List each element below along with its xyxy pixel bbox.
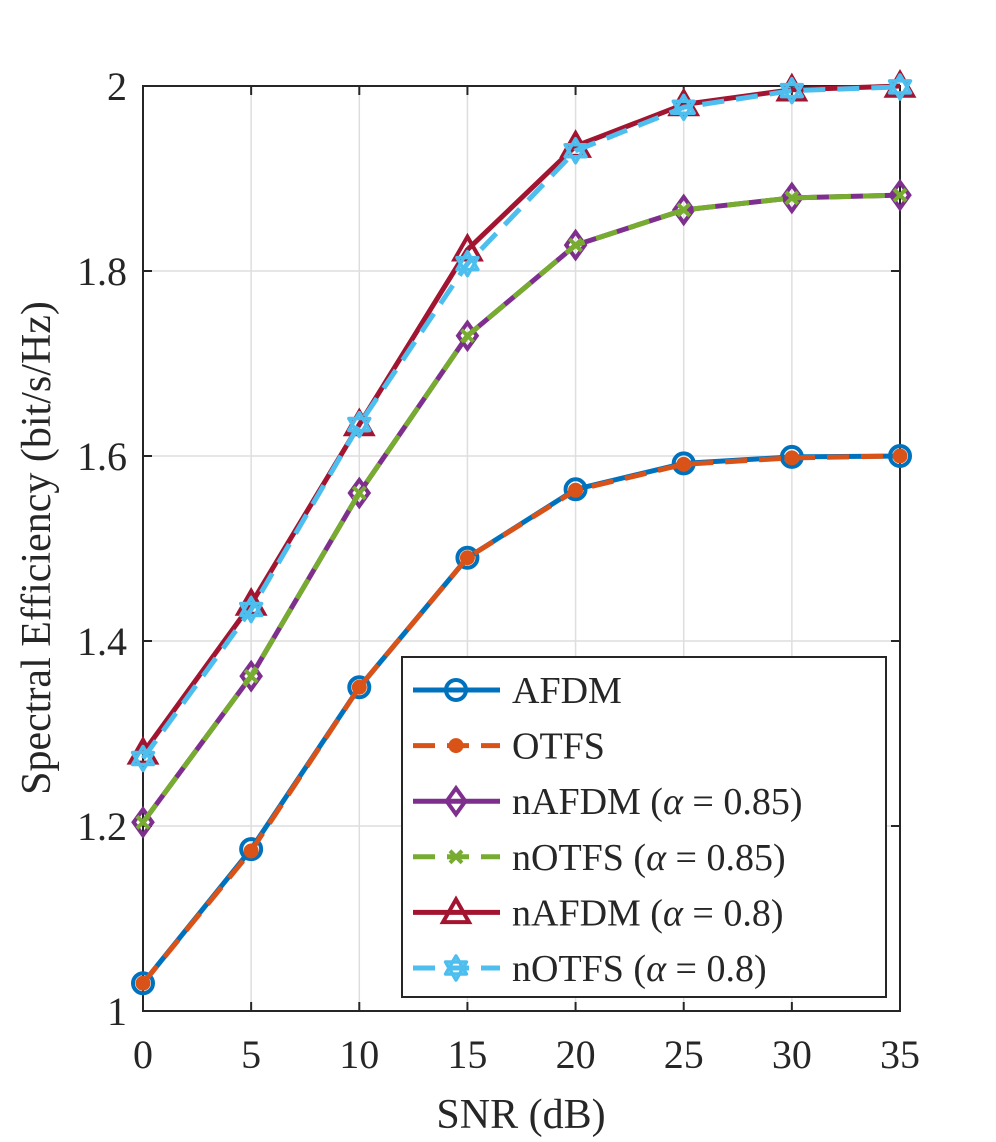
- legend-marker-nafdm-0-85: [444, 784, 468, 818]
- data-point-otfs: [351, 679, 367, 695]
- x-tick-label: 15: [447, 1032, 487, 1077]
- legend-marker-notfs-0-85: [448, 849, 464, 865]
- y-tick-label: 2: [107, 64, 127, 109]
- data-point-notfs-0-8: [130, 744, 156, 773]
- data-point-notfs-0-85: [135, 814, 151, 830]
- data-point-otfs: [459, 550, 475, 566]
- data-point-afdm: [455, 545, 480, 570]
- data-point-otfs: [135, 975, 151, 991]
- data-point-afdm: [888, 444, 912, 468]
- axis-ticks: 0 5 10 15 20 25 30 35 1 1.2 1.4 1.6 1.8 2: [77, 64, 920, 1077]
- x-tick-label: 0: [133, 1032, 153, 1077]
- y-tick-label: 1: [107, 989, 127, 1034]
- data-point-notfs-0-85: [568, 237, 583, 253]
- data-point-notfs-0-8: [887, 73, 913, 101]
- data-point-afdm: [563, 477, 588, 502]
- x-tick-label: 20: [556, 1032, 596, 1077]
- legend-label-afdm: AFDM: [512, 670, 622, 712]
- x-tick-label: 10: [339, 1032, 379, 1077]
- data-point-afdm: [347, 675, 372, 700]
- data-point-otfs: [243, 843, 259, 859]
- series-notfs-0-85: [135, 187, 908, 830]
- plot-frame: [142, 85, 901, 1012]
- series-otfs: [135, 448, 908, 991]
- legend-marker-otfs: [448, 738, 464, 754]
- y-tick-label: 1.2: [77, 804, 127, 849]
- legend-marker-notfs-0-8: [443, 954, 469, 982]
- legend: AFDM OTFS nAFDM (α = 0.85) nOTFS (α = 0.85)…: [401, 656, 887, 998]
- data-point-notfs-0-85: [892, 187, 908, 203]
- legend-label-otfs: OTFS: [512, 726, 605, 768]
- x-axis-label: SNR (dB): [436, 1092, 605, 1138]
- series-line-notfs-0-8: [140, 84, 901, 760]
- legend-marker-nafdm-0-8: [439, 895, 473, 925]
- x-tick-label: 35: [880, 1032, 920, 1077]
- x-tick-label: 25: [664, 1032, 704, 1077]
- data-point-notfs-0-8: [455, 249, 480, 278]
- data-point-notfs-0-8: [779, 76, 805, 105]
- legend-label-notfs-0-85: nOTFS (α = 0.85): [512, 837, 786, 879]
- data-point-otfs: [784, 450, 800, 466]
- data-point-notfs-0-8: [347, 410, 372, 439]
- series-notfs-0-8: [130, 73, 913, 773]
- y-tick-label: 1.6: [77, 434, 127, 479]
- y-tick-label: 1.4: [77, 619, 127, 664]
- series-line-notfs-0-85: [140, 192, 901, 824]
- data-point-notfs-0-85: [676, 202, 692, 218]
- legend-label-nafdm-0-8: nAFDM (α = 0.8): [512, 892, 784, 934]
- data-point-nafdm-0-8: [450, 232, 484, 262]
- data-point-otfs: [892, 448, 908, 464]
- legend-marker-afdm: [444, 678, 468, 702]
- legend-box: [401, 656, 887, 998]
- data-point-otfs: [568, 482, 584, 498]
- data-point-afdm: [131, 971, 155, 996]
- legend-label-nafdm-0-85: nAFDM (α = 0.85): [512, 781, 803, 823]
- data-point-notfs-0-85: [460, 328, 475, 344]
- x-tick-label: 30: [772, 1032, 812, 1077]
- y-tick-label: 1.8: [77, 249, 127, 294]
- data-point-notfs-0-8: [671, 93, 696, 122]
- data-point-otfs: [676, 456, 692, 472]
- data-point-notfs-0-85: [243, 668, 259, 684]
- data-point-notfs-0-85: [784, 190, 800, 206]
- x-tick-label: 5: [241, 1032, 261, 1077]
- series: [126, 68, 917, 996]
- data-point-notfs-0-8: [238, 595, 264, 624]
- legend-label-notfs-0-8: nOTFS (α = 0.8): [512, 948, 767, 990]
- data-point-afdm: [239, 837, 264, 862]
- y-axis-label: Spectral Efficiency (bit/s/Hz): [14, 301, 60, 795]
- data-point-notfs-0-85: [351, 485, 367, 501]
- series-line-otfs: [141, 453, 901, 985]
- data-point-notfs-0-8: [563, 137, 588, 165]
